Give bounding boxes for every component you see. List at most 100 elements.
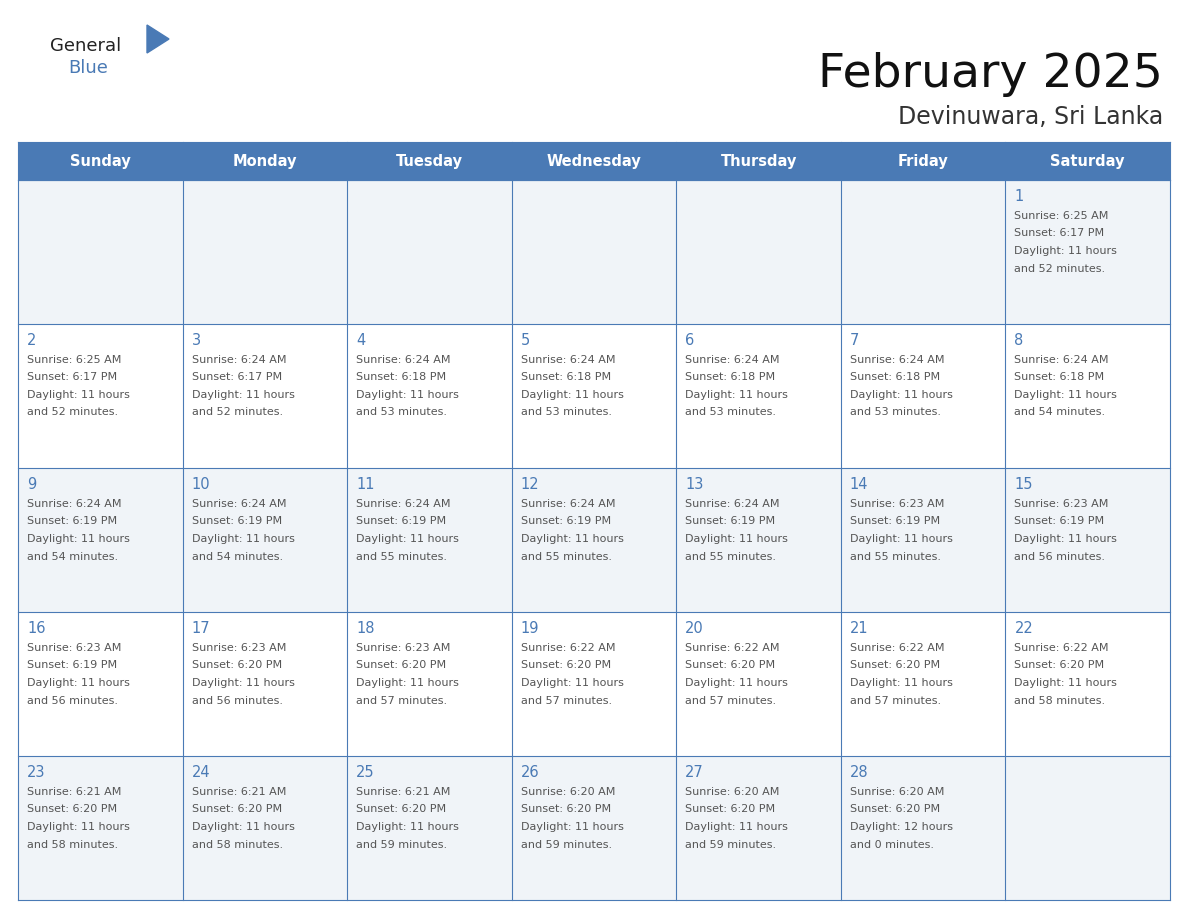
Bar — [676, 756, 841, 900]
Text: 9: 9 — [27, 477, 37, 492]
Text: 21: 21 — [849, 621, 868, 636]
Text: Sunrise: 6:23 AM: Sunrise: 6:23 AM — [1015, 499, 1108, 509]
Text: Sunset: 6:20 PM: Sunset: 6:20 PM — [685, 660, 776, 670]
Text: Sunrise: 6:22 AM: Sunrise: 6:22 AM — [685, 643, 779, 653]
Text: Sunrise: 6:24 AM: Sunrise: 6:24 AM — [1015, 355, 1108, 365]
Text: Sunrise: 6:24 AM: Sunrise: 6:24 AM — [520, 499, 615, 509]
Text: Sunrise: 6:23 AM: Sunrise: 6:23 AM — [849, 499, 944, 509]
Text: 24: 24 — [191, 765, 210, 780]
Text: Sunrise: 6:22 AM: Sunrise: 6:22 AM — [849, 643, 944, 653]
Text: Daylight: 11 hours: Daylight: 11 hours — [520, 390, 624, 400]
Bar — [347, 324, 512, 468]
Text: 11: 11 — [356, 477, 374, 492]
Text: Wednesday: Wednesday — [546, 153, 642, 169]
Bar — [1005, 468, 1170, 612]
Text: Daylight: 12 hours: Daylight: 12 hours — [849, 822, 953, 832]
Text: 19: 19 — [520, 621, 539, 636]
Bar — [18, 142, 1170, 180]
Text: Sunset: 6:19 PM: Sunset: 6:19 PM — [27, 660, 118, 670]
Text: Sunset: 6:20 PM: Sunset: 6:20 PM — [1015, 660, 1105, 670]
Text: Daylight: 11 hours: Daylight: 11 hours — [685, 390, 788, 400]
Text: 2: 2 — [27, 333, 37, 348]
Text: 17: 17 — [191, 621, 210, 636]
Bar — [841, 468, 1005, 612]
Text: and 58 minutes.: and 58 minutes. — [1015, 696, 1106, 706]
Text: Daylight: 11 hours: Daylight: 11 hours — [520, 678, 624, 688]
Text: Sunrise: 6:20 AM: Sunrise: 6:20 AM — [685, 787, 779, 797]
Text: Sunrise: 6:23 AM: Sunrise: 6:23 AM — [27, 643, 121, 653]
Text: Monday: Monday — [233, 153, 297, 169]
Text: and 58 minutes.: and 58 minutes. — [191, 839, 283, 849]
Text: Daylight: 11 hours: Daylight: 11 hours — [1015, 534, 1117, 544]
Text: 20: 20 — [685, 621, 704, 636]
Text: Daylight: 11 hours: Daylight: 11 hours — [191, 390, 295, 400]
Text: Daylight: 11 hours: Daylight: 11 hours — [685, 678, 788, 688]
Text: Daylight: 11 hours: Daylight: 11 hours — [27, 390, 129, 400]
Text: 22: 22 — [1015, 621, 1034, 636]
Text: Thursday: Thursday — [720, 153, 797, 169]
Bar — [1005, 180, 1170, 324]
Text: Sunset: 6:18 PM: Sunset: 6:18 PM — [849, 373, 940, 383]
Text: and 55 minutes.: and 55 minutes. — [685, 552, 776, 562]
Bar — [512, 468, 676, 612]
Text: 15: 15 — [1015, 477, 1032, 492]
Text: Sunrise: 6:24 AM: Sunrise: 6:24 AM — [191, 355, 286, 365]
Text: 23: 23 — [27, 765, 45, 780]
Text: and 56 minutes.: and 56 minutes. — [191, 696, 283, 706]
Text: Daylight: 11 hours: Daylight: 11 hours — [849, 390, 953, 400]
Text: Sunset: 6:17 PM: Sunset: 6:17 PM — [191, 373, 282, 383]
Text: and 56 minutes.: and 56 minutes. — [1015, 552, 1105, 562]
Text: Sunset: 6:19 PM: Sunset: 6:19 PM — [1015, 517, 1105, 527]
Text: and 54 minutes.: and 54 minutes. — [1015, 408, 1106, 418]
Text: Daylight: 11 hours: Daylight: 11 hours — [356, 534, 459, 544]
Text: 10: 10 — [191, 477, 210, 492]
Bar — [1005, 756, 1170, 900]
Polygon shape — [147, 25, 169, 53]
Text: Sunrise: 6:20 AM: Sunrise: 6:20 AM — [849, 787, 944, 797]
Bar — [183, 756, 347, 900]
Text: Sunset: 6:19 PM: Sunset: 6:19 PM — [191, 517, 282, 527]
Text: 7: 7 — [849, 333, 859, 348]
Bar — [347, 756, 512, 900]
Text: and 53 minutes.: and 53 minutes. — [849, 408, 941, 418]
Text: and 52 minutes.: and 52 minutes. — [191, 408, 283, 418]
Text: Sunrise: 6:25 AM: Sunrise: 6:25 AM — [27, 355, 121, 365]
Text: 28: 28 — [849, 765, 868, 780]
Text: Sunset: 6:20 PM: Sunset: 6:20 PM — [191, 660, 282, 670]
Text: 13: 13 — [685, 477, 703, 492]
Bar — [512, 180, 676, 324]
Bar — [347, 612, 512, 756]
Text: Sunset: 6:19 PM: Sunset: 6:19 PM — [685, 517, 776, 527]
Bar — [841, 180, 1005, 324]
Text: and 57 minutes.: and 57 minutes. — [520, 696, 612, 706]
Text: Daylight: 11 hours: Daylight: 11 hours — [191, 822, 295, 832]
Bar — [18, 324, 183, 468]
Text: Sunrise: 6:24 AM: Sunrise: 6:24 AM — [356, 355, 450, 365]
Text: 3: 3 — [191, 333, 201, 348]
Text: Daylight: 11 hours: Daylight: 11 hours — [27, 822, 129, 832]
Text: Sunday: Sunday — [70, 153, 131, 169]
Text: Daylight: 11 hours: Daylight: 11 hours — [356, 822, 459, 832]
Text: Daylight: 11 hours: Daylight: 11 hours — [191, 534, 295, 544]
Text: Sunrise: 6:23 AM: Sunrise: 6:23 AM — [356, 643, 450, 653]
Text: 5: 5 — [520, 333, 530, 348]
Text: and 58 minutes.: and 58 minutes. — [27, 839, 118, 849]
Text: Sunrise: 6:21 AM: Sunrise: 6:21 AM — [191, 787, 286, 797]
Text: Devinuwara, Sri Lanka: Devinuwara, Sri Lanka — [898, 105, 1163, 129]
Bar — [512, 612, 676, 756]
Text: Sunset: 6:20 PM: Sunset: 6:20 PM — [191, 804, 282, 814]
Text: Sunset: 6:19 PM: Sunset: 6:19 PM — [356, 517, 447, 527]
Text: and 52 minutes.: and 52 minutes. — [27, 408, 118, 418]
Bar — [512, 324, 676, 468]
Text: and 57 minutes.: and 57 minutes. — [356, 696, 447, 706]
Text: 18: 18 — [356, 621, 374, 636]
Text: 16: 16 — [27, 621, 45, 636]
Text: Sunrise: 6:24 AM: Sunrise: 6:24 AM — [356, 499, 450, 509]
Text: Sunrise: 6:22 AM: Sunrise: 6:22 AM — [1015, 643, 1108, 653]
Bar — [347, 468, 512, 612]
Text: 27: 27 — [685, 765, 704, 780]
Text: and 59 minutes.: and 59 minutes. — [685, 839, 777, 849]
Text: and 54 minutes.: and 54 minutes. — [27, 552, 118, 562]
Text: Daylight: 11 hours: Daylight: 11 hours — [356, 390, 459, 400]
Bar — [18, 180, 183, 324]
